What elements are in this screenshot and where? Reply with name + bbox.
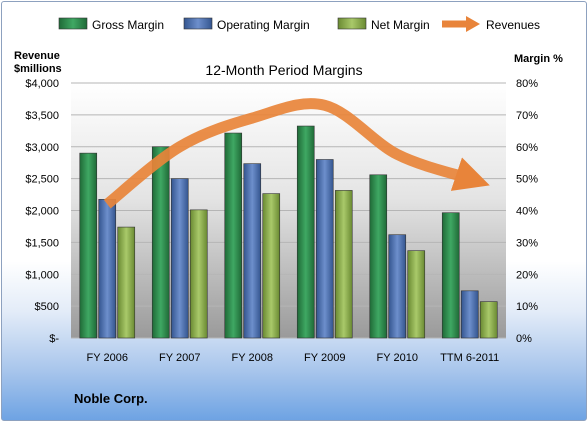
right-tick-label: 50% (516, 174, 538, 186)
right-tick-label: 10% (516, 301, 538, 313)
left-tick-label: $2,500 (25, 174, 59, 186)
bar-gross-margin (224, 132, 243, 339)
bar-gross-margin (441, 212, 460, 339)
bar-operating-margin (98, 199, 117, 339)
bar-net-margin (117, 226, 136, 339)
bar-net-margin (479, 301, 498, 339)
category-label: FY 2009 (304, 352, 345, 364)
bar-net-margin (334, 190, 353, 339)
bar-operating-margin (243, 163, 262, 339)
right-tick-label: 70% (516, 110, 538, 122)
chart-title: 12-Month Period Margins (205, 62, 362, 78)
category-label: FY 2008 (232, 352, 273, 364)
legend-arrow-icon (466, 16, 480, 32)
bar-net-margin (189, 209, 208, 339)
left-tick-label: $3,000 (25, 142, 59, 154)
legend-swatch (183, 17, 213, 30)
right-tick-label: 0% (516, 333, 532, 345)
left-tick-label: $1,500 (25, 237, 59, 249)
left-tick-label: $4,000 (25, 78, 59, 90)
left-tick-label: $500 (35, 301, 59, 313)
bar-operating-margin (388, 234, 407, 339)
right-tick-label: 20% (516, 269, 538, 281)
left-tick-label: $1,000 (25, 269, 59, 281)
left-tick-label: $2,000 (25, 206, 59, 218)
right-tick-label: 80% (516, 78, 538, 90)
bar-operating-margin (315, 159, 334, 339)
bars (79, 125, 498, 339)
right-tick-label: 40% (516, 206, 538, 218)
legend-label: Net Margin (371, 18, 430, 32)
bar-gross-margin (151, 146, 170, 339)
left-axis-title-line-2: $millions (14, 63, 62, 75)
right-tick-label: 30% (516, 237, 538, 249)
bar-operating-margin (170, 178, 189, 339)
revenue-line (103, 98, 490, 209)
left-tick-label: $- (49, 333, 59, 345)
legend-swatch (58, 17, 88, 30)
bar-gross-margin (296, 125, 315, 339)
right-tick-label: 60% (516, 142, 538, 154)
right-axis-title: Margin % (514, 53, 563, 65)
company-name: Noble Corp. (74, 391, 148, 406)
gridlines (71, 82, 506, 339)
category-label: FY 2006 (87, 352, 128, 364)
category-label: TTM 6-2011 (440, 352, 499, 364)
legend-label: Gross Margin (92, 18, 164, 32)
bar-net-margin (262, 193, 281, 339)
left-tick-label: $3,500 (25, 110, 59, 122)
bar-gross-margin (369, 174, 388, 339)
legend-label: Operating Margin (217, 18, 310, 32)
bar-gross-margin (79, 152, 98, 339)
left-axis-title-line-1: Revenue (14, 50, 60, 62)
category-label: FY 2007 (159, 352, 200, 364)
bar-net-margin (407, 250, 426, 339)
category-label: FY 2010 (377, 352, 418, 364)
legend-label: Revenues (486, 18, 540, 32)
axis-ticks: $- $500 $1,000 $1,500 $2,000 $2,500 $3,000 $3,5… (25, 78, 538, 364)
legend: Gross Margin Operating Margin Net Margin Re… (58, 16, 540, 32)
legend-swatch (337, 17, 367, 30)
bar-operating-margin (460, 290, 479, 339)
revenue-line-path (103, 98, 490, 209)
